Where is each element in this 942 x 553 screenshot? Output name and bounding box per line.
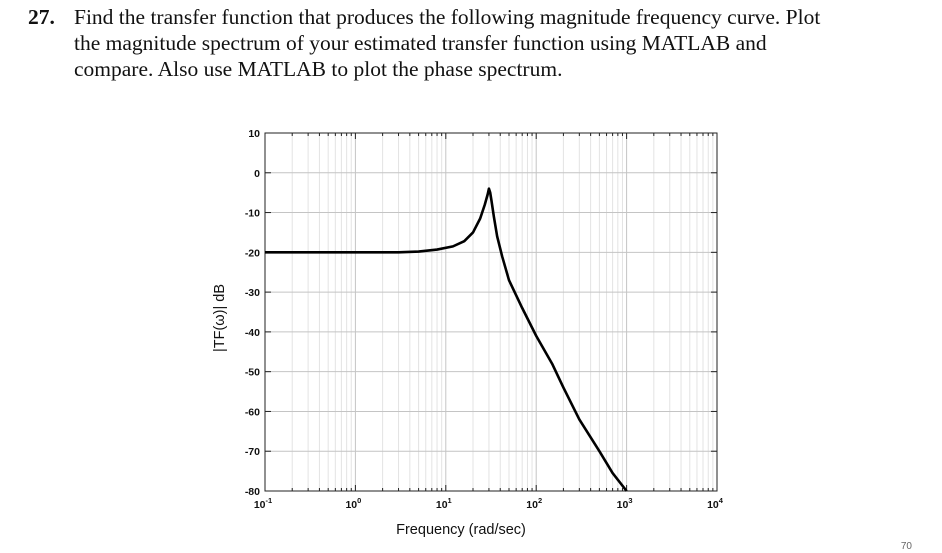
x-tick-label: 101 <box>436 496 452 511</box>
x-tick-label: 10-1 <box>254 496 272 511</box>
y-tick-label: -30 <box>245 287 260 299</box>
page-number: 70 <box>900 541 912 552</box>
x-axis-label: Frequency (rad/sec) <box>396 522 526 538</box>
y-axis-label: |TF(ω)| dB <box>212 284 228 352</box>
x-tick-labels: 10-1 100 101 102 103 104 <box>254 496 724 511</box>
problem-line-1: Find the transfer function that produces… <box>74 5 821 29</box>
problem-number: 27. <box>28 5 55 29</box>
magnitude-curve <box>265 187 628 492</box>
y-tick-label: -20 <box>245 247 260 259</box>
y-tick-label: -40 <box>245 327 260 339</box>
y-tick-label: -80 <box>245 486 260 498</box>
y-tick-label: -60 <box>245 406 260 418</box>
plot-frame <box>264 132 718 492</box>
y-tick-label: -70 <box>245 446 260 458</box>
x-tick-label: 100 <box>345 496 361 511</box>
problem-line-2: the magnitude spectrum of your estimated… <box>74 31 767 55</box>
y-tick-label: 10 <box>248 128 260 140</box>
problem-line-3: compare. Also use MATLAB to plot the pha… <box>74 57 563 81</box>
axis-ticks <box>264 132 717 492</box>
problem-text: Find the transfer function that produces… <box>74 4 924 82</box>
y-tick-labels: 10 0 -10 -20 -30 -40 -50 -60 -70 -80 <box>245 128 260 498</box>
chart-grid <box>264 132 717 492</box>
x-tick-label: 104 <box>707 496 724 511</box>
x-tick-label: 103 <box>617 496 633 511</box>
y-tick-label: -10 <box>245 208 260 220</box>
y-tick-label: 0 <box>254 168 260 180</box>
y-tick-label: -50 <box>245 367 260 379</box>
x-tick-label: 102 <box>526 496 542 511</box>
